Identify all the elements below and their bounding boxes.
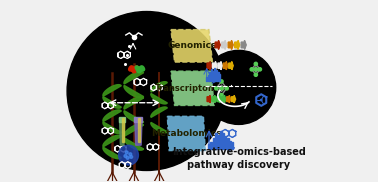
Bar <box>219 74 220 81</box>
Polygon shape <box>167 116 205 151</box>
Bar <box>212 71 214 81</box>
Bar <box>208 75 209 81</box>
Polygon shape <box>171 71 214 105</box>
Circle shape <box>124 155 127 157</box>
Polygon shape <box>124 111 144 123</box>
Polygon shape <box>124 72 144 84</box>
Polygon shape <box>124 138 144 150</box>
Text: pathway discovery: pathway discovery <box>187 160 290 170</box>
Circle shape <box>220 94 223 97</box>
Bar <box>217 72 218 81</box>
Circle shape <box>220 87 223 90</box>
Circle shape <box>254 68 257 71</box>
Bar <box>220 131 222 149</box>
Polygon shape <box>135 118 142 145</box>
Polygon shape <box>151 82 167 92</box>
Circle shape <box>254 62 257 66</box>
Polygon shape <box>124 124 144 136</box>
Polygon shape <box>241 40 246 50</box>
Circle shape <box>119 145 138 165</box>
Text: Transcriptomics: Transcriptomics <box>155 84 230 93</box>
Polygon shape <box>103 110 121 122</box>
Polygon shape <box>212 62 217 70</box>
Polygon shape <box>171 30 212 62</box>
Bar <box>216 70 217 81</box>
Bar <box>211 69 212 81</box>
Polygon shape <box>103 85 121 96</box>
Polygon shape <box>212 95 216 103</box>
Polygon shape <box>151 122 167 133</box>
Circle shape <box>67 11 226 171</box>
Polygon shape <box>103 122 121 133</box>
Text: Integrative-omics-based: Integrative-omics-based <box>172 147 305 157</box>
Circle shape <box>129 153 132 156</box>
Polygon shape <box>218 62 222 70</box>
Text: Genomics: Genomics <box>167 41 216 50</box>
Circle shape <box>130 155 133 158</box>
Bar <box>214 68 215 81</box>
Polygon shape <box>151 94 167 104</box>
Polygon shape <box>215 40 220 50</box>
Polygon shape <box>235 40 240 50</box>
Bar <box>229 141 231 149</box>
Polygon shape <box>231 95 235 103</box>
Polygon shape <box>223 62 228 70</box>
Bar <box>209 72 211 81</box>
Bar <box>135 117 143 122</box>
Polygon shape <box>228 40 233 50</box>
Bar <box>122 118 124 142</box>
Bar <box>208 144 210 149</box>
Bar <box>222 133 224 149</box>
Polygon shape <box>119 118 125 145</box>
Bar <box>232 143 234 149</box>
Bar <box>138 118 140 142</box>
Polygon shape <box>124 97 144 109</box>
Text: Metabolomics: Metabolomics <box>151 129 222 138</box>
Circle shape <box>250 68 253 71</box>
Polygon shape <box>217 95 221 103</box>
Bar <box>217 135 219 149</box>
Circle shape <box>126 156 129 159</box>
Bar <box>227 138 229 149</box>
Bar <box>225 136 226 149</box>
Circle shape <box>225 87 228 90</box>
Circle shape <box>258 68 262 71</box>
Bar <box>211 142 212 149</box>
Polygon shape <box>226 95 231 103</box>
Polygon shape <box>222 95 226 103</box>
Circle shape <box>201 50 276 124</box>
Bar <box>206 78 207 81</box>
Circle shape <box>220 80 223 83</box>
Polygon shape <box>222 40 227 50</box>
Polygon shape <box>229 62 233 70</box>
Polygon shape <box>103 147 121 159</box>
Bar <box>119 117 125 122</box>
Polygon shape <box>151 107 167 117</box>
Circle shape <box>260 99 262 101</box>
Bar <box>213 138 215 149</box>
Polygon shape <box>207 95 211 103</box>
Bar <box>215 132 217 149</box>
Circle shape <box>254 73 257 76</box>
Polygon shape <box>124 85 144 98</box>
Polygon shape <box>103 97 121 108</box>
Polygon shape <box>207 62 212 70</box>
Polygon shape <box>103 135 121 147</box>
Circle shape <box>215 87 218 90</box>
Circle shape <box>125 151 128 154</box>
